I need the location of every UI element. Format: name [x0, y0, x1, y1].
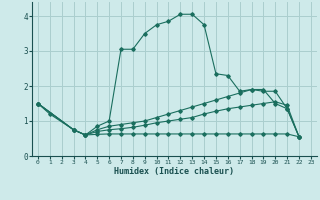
X-axis label: Humidex (Indice chaleur): Humidex (Indice chaleur) [115, 167, 234, 176]
